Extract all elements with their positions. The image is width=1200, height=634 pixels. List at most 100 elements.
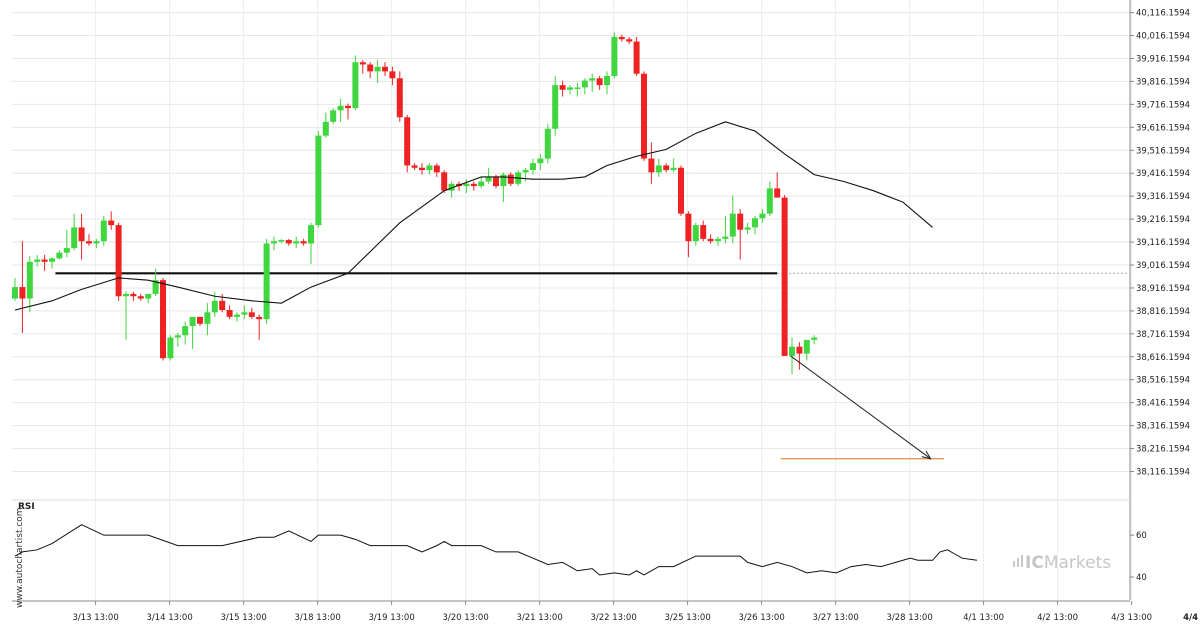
y-tick-label: 39,316.1594 bbox=[1136, 192, 1190, 202]
y-tick-label: 38,316.1594 bbox=[1136, 422, 1190, 432]
candle-down bbox=[493, 176, 499, 187]
candle-up bbox=[522, 170, 529, 173]
candle-up bbox=[352, 62, 359, 109]
y-tick-label: 39,616.1594 bbox=[1136, 123, 1190, 133]
candle-up bbox=[211, 300, 218, 313]
candle-up bbox=[485, 176, 492, 182]
price-axis: 40,116.1594 40,016.1594 39,916.1594 39,816.… bbox=[1129, 0, 1190, 600]
candle-down bbox=[41, 259, 48, 262]
candle-up bbox=[655, 165, 662, 173]
candle-up bbox=[530, 163, 536, 171]
candle-up bbox=[263, 243, 270, 320]
candle-down bbox=[648, 158, 655, 173]
candle-down bbox=[389, 71, 396, 79]
candle-down bbox=[285, 240, 292, 244]
y-tick-label: 40,016.1594 bbox=[1136, 32, 1190, 42]
candle-up bbox=[182, 326, 189, 336]
candle-down bbox=[396, 78, 403, 118]
forecast-arrow-head bbox=[921, 450, 932, 460]
candle-up bbox=[293, 241, 300, 244]
candle-down bbox=[507, 174, 514, 184]
candle-down bbox=[367, 64, 374, 72]
x-tick-label: 3/19 13:00 bbox=[368, 613, 414, 623]
side-watermark: www.autochartist.com bbox=[15, 507, 25, 608]
candle-up bbox=[234, 314, 240, 317]
candle-up bbox=[152, 280, 159, 294]
candle-up bbox=[322, 121, 329, 136]
candle-up bbox=[123, 293, 129, 297]
x-tick-label: 4/4 17:00 bbox=[1183, 613, 1200, 623]
candle-up bbox=[63, 248, 70, 253]
y-tick-label: 39,516.1594 bbox=[1136, 146, 1190, 156]
y-tick-label: 38,216.1594 bbox=[1136, 445, 1190, 455]
candle-up bbox=[766, 188, 773, 214]
candle-up bbox=[12, 287, 18, 299]
candle-up bbox=[729, 213, 736, 237]
y-tick-label: 38,916.1594 bbox=[1136, 284, 1190, 294]
candle-down bbox=[663, 165, 670, 171]
candle-down bbox=[559, 85, 566, 90]
candle-down bbox=[115, 225, 122, 297]
candle-down bbox=[219, 300, 226, 311]
candle-down bbox=[226, 310, 233, 317]
candle-down bbox=[633, 41, 640, 74]
candle-up bbox=[189, 316, 196, 327]
time-axis: 3/13 13:00 3/14 13:00 3/15 13:00 3/18 13:00… bbox=[12, 600, 1200, 623]
candle-down bbox=[404, 117, 411, 166]
candle-up bbox=[337, 105, 344, 111]
forecast-arrow-line bbox=[790, 355, 931, 460]
candles-layer bbox=[12, 32, 818, 375]
y-tick-label: 39,716.1594 bbox=[1136, 100, 1190, 110]
y-tick-label: 39,116.1594 bbox=[1136, 238, 1190, 248]
y-tick-label: 40,116.1594 bbox=[1136, 9, 1190, 19]
candle-down bbox=[707, 238, 714, 242]
candle-up bbox=[500, 174, 507, 187]
candle-up bbox=[174, 335, 181, 338]
rsi-tick-label: 60 bbox=[1136, 531, 1147, 541]
candle-up bbox=[93, 241, 100, 244]
candle-up bbox=[574, 87, 581, 89]
candle-up bbox=[715, 238, 721, 242]
candle-down bbox=[678, 167, 684, 214]
moving-average-line bbox=[14, 121, 933, 311]
candle-up bbox=[315, 135, 322, 226]
candle-down bbox=[160, 280, 166, 359]
x-tick-label: 4/1 13:00 bbox=[963, 613, 1004, 623]
candle-down bbox=[796, 346, 803, 354]
candle-up bbox=[544, 128, 551, 159]
rsi-panel: 60 40 bbox=[12, 499, 1147, 583]
candle-up bbox=[100, 220, 107, 242]
x-tick-label: 3/28 13:00 bbox=[886, 613, 932, 623]
candle-down bbox=[737, 213, 744, 230]
x-tick-label: 4/2 13:00 bbox=[1037, 613, 1078, 623]
svg-text:ICMarkets: ICMarkets bbox=[1025, 553, 1111, 573]
brand-bar-3 bbox=[1021, 555, 1023, 567]
candle-up bbox=[581, 80, 588, 88]
candle-up bbox=[308, 225, 314, 244]
x-tick-label: 3/13 13:00 bbox=[72, 613, 118, 623]
x-tick-label: 3/20 13:00 bbox=[442, 613, 488, 623]
candle-up bbox=[567, 87, 573, 90]
y-tick-label: 38,116.1594 bbox=[1136, 468, 1190, 478]
candle-down bbox=[618, 36, 625, 40]
x-tick-label: 3/14 13:00 bbox=[146, 613, 192, 623]
y-tick-label: 39,916.1594 bbox=[1136, 54, 1190, 64]
candle-up bbox=[167, 337, 174, 359]
x-tick-label: 3/25 13:00 bbox=[664, 613, 710, 623]
brand-bar-1 bbox=[1013, 561, 1015, 567]
y-tick-label: 39,416.1594 bbox=[1136, 169, 1190, 179]
candle-up bbox=[56, 252, 63, 259]
candle-down bbox=[19, 287, 26, 299]
candle-down bbox=[382, 66, 388, 72]
candle-down bbox=[248, 312, 255, 317]
candle-down bbox=[774, 188, 781, 198]
candle-up bbox=[604, 75, 610, 86]
x-tick-label: 4/3 13:00 bbox=[1111, 613, 1152, 623]
candle-up bbox=[589, 78, 596, 81]
candle-up bbox=[478, 181, 485, 187]
chart-gridlines bbox=[12, 0, 1133, 600]
candle-up bbox=[241, 312, 248, 315]
x-tick-label: 3/15 13:00 bbox=[220, 613, 266, 623]
